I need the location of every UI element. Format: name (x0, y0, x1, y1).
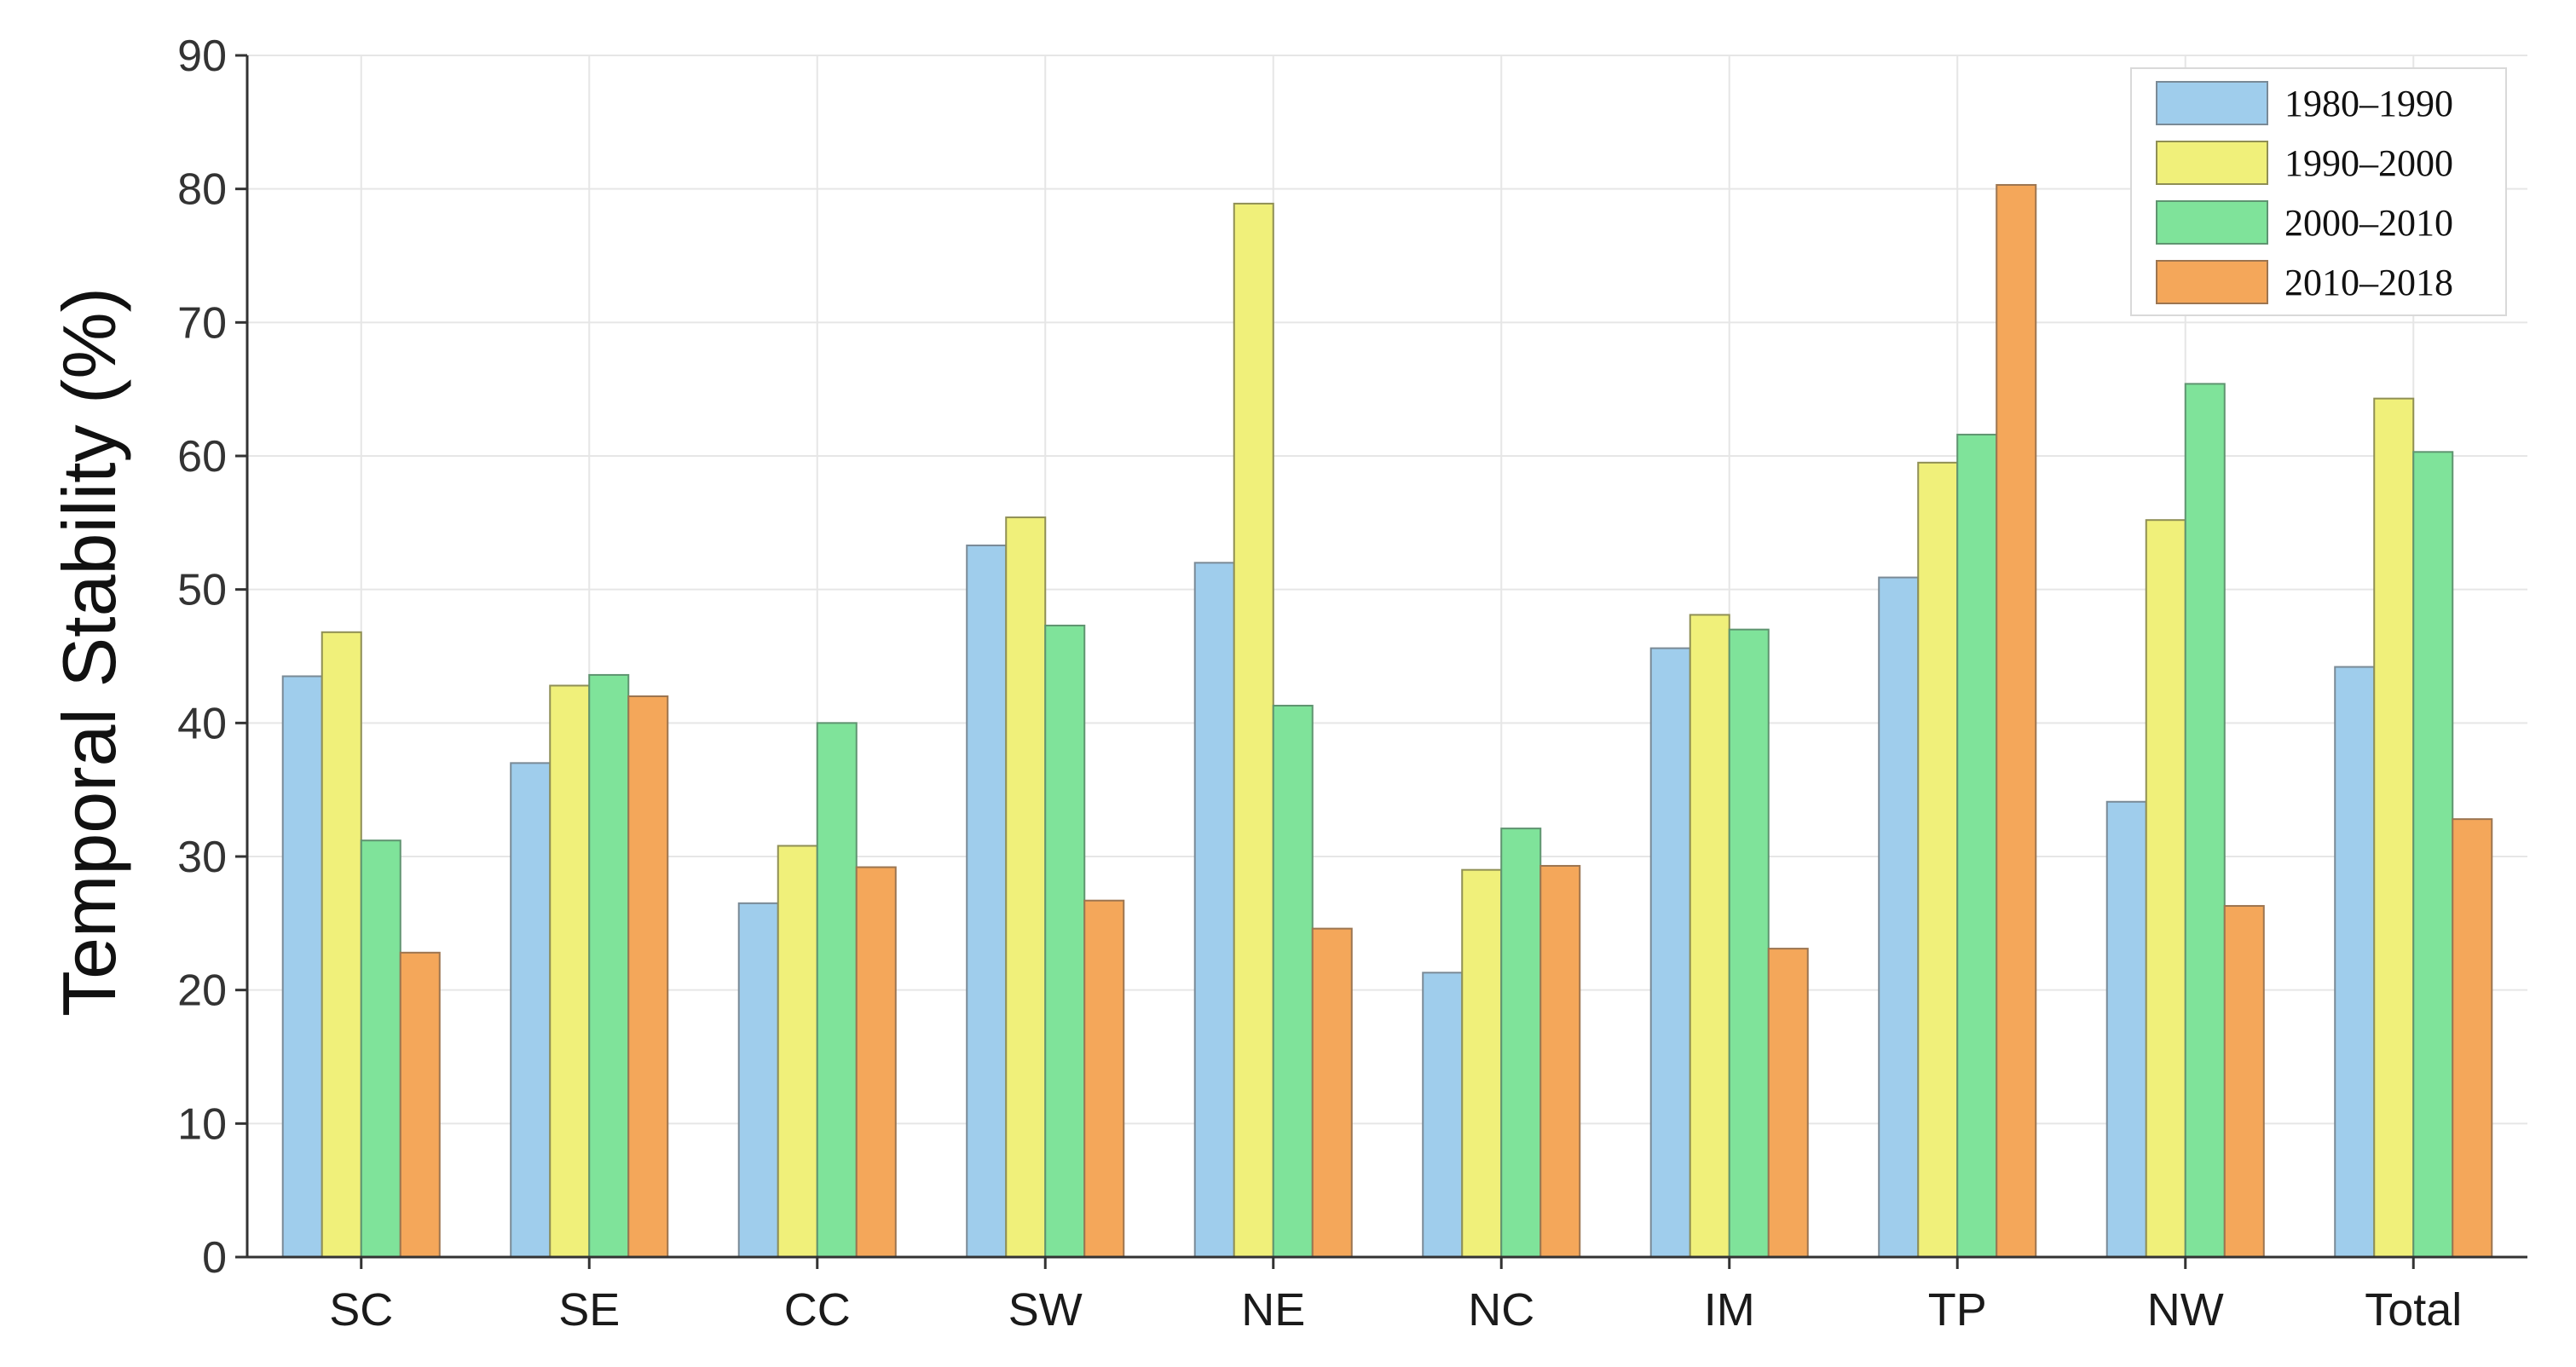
y-tick-label: 80 (177, 165, 227, 215)
bar-nc-1 (1461, 868, 1503, 1259)
bar-total-2 (2412, 451, 2454, 1258)
bar-ne-0 (1193, 562, 1235, 1258)
legend-label-1990-2000: 1990–2000 (2284, 142, 2453, 184)
bar-tp-1 (1917, 461, 1959, 1258)
bar-im-0 (1649, 647, 1691, 1258)
bar-nc-2 (1500, 828, 1542, 1258)
x-category-label: NW (2147, 1284, 2224, 1335)
x-category-label: SE (558, 1284, 620, 1335)
bar-nc-0 (1422, 972, 1464, 1259)
bar-nw-2 (2184, 383, 2226, 1258)
legend-swatch-2010-2018 (2156, 260, 2268, 304)
bar-sw-0 (966, 544, 1008, 1258)
x-category-label: IM (1704, 1284, 1755, 1335)
legend-label-2000-2010: 2000–2010 (2284, 202, 2453, 244)
y-tick-label: 10 (177, 1099, 227, 1149)
axes (235, 54, 2527, 1269)
bar-se-2 (588, 673, 630, 1258)
bar-se-0 (510, 762, 552, 1258)
bar-nw-3 (2223, 904, 2265, 1258)
y-tick-label: 50 (177, 566, 227, 615)
bar-se-3 (627, 695, 669, 1258)
bar-nw-1 (2145, 519, 2186, 1258)
y-tick-label: 30 (177, 833, 227, 882)
bar-sc-1 (321, 631, 362, 1258)
legend-swatch-1980-1990 (2156, 81, 2268, 125)
y-tick-label: 90 (177, 32, 227, 81)
bar-ne-3 (1311, 927, 1353, 1258)
bar-se-1 (549, 684, 591, 1258)
bar-ne-1 (1233, 202, 1274, 1258)
legend-label-1980-1990: 1980–1990 (2284, 83, 2453, 124)
x-category-label: NE (1241, 1284, 1305, 1335)
bar-nc-3 (1539, 864, 1581, 1258)
x-category-label: SW (1008, 1284, 1083, 1335)
x-category-label: NC (1468, 1284, 1534, 1335)
bar-sc-2 (360, 839, 401, 1258)
legend-swatch-1990-2000 (2156, 141, 2268, 185)
y-tick-label: 0 (202, 1233, 227, 1283)
bar-sw-2 (1044, 624, 1086, 1258)
bar-im-2 (1728, 628, 1770, 1258)
bar-cc-2 (816, 722, 858, 1258)
bar-im-3 (1767, 948, 1809, 1258)
bar-tp-2 (1956, 433, 1998, 1258)
x-category-label: Total (2365, 1284, 2462, 1335)
bar-total-1 (2373, 397, 2415, 1258)
bar-sw-1 (1005, 516, 1047, 1258)
bars (281, 183, 2493, 1259)
bar-sw-3 (1083, 899, 1125, 1258)
bar-total-3 (2452, 818, 2493, 1258)
bar-tp-3 (1996, 183, 2037, 1258)
bar-ne-2 (1272, 704, 1314, 1258)
bar-cc-1 (777, 845, 818, 1258)
legend: 1980–1990 1990–2000 2000–2010 2010–2018 (2130, 67, 2507, 316)
legend-label-2010-2018: 2010–2018 (2284, 262, 2453, 303)
x-category-label: TP (1928, 1284, 1987, 1335)
bar-cc-0 (737, 902, 779, 1259)
bar-im-1 (1689, 614, 1730, 1258)
y-tick-label: 60 (177, 432, 227, 482)
bar-tp-0 (1878, 576, 1920, 1258)
legend-swatch-2000-2010 (2156, 200, 2268, 245)
bar-cc-3 (855, 866, 897, 1258)
bar-total-0 (2334, 666, 2376, 1258)
x-category-label: SC (329, 1284, 393, 1335)
y-tick-label: 70 (177, 298, 227, 348)
x-category-label: CC (784, 1284, 851, 1335)
y-tick-labels: 0 10 20 30 40 50 60 70 80 90 (177, 32, 227, 1283)
bar-sc-3 (399, 951, 441, 1259)
y-tick-label: 40 (177, 699, 227, 748)
y-axis-title: Temporal Stability (%) (47, 287, 131, 1017)
y-tick-label: 20 (177, 966, 227, 1016)
x-category-labels: SC SE CC SW NE NC IM TP NW Total (329, 1284, 2462, 1335)
bar-nw-0 (2105, 800, 2147, 1258)
bar-sc-0 (281, 675, 323, 1258)
